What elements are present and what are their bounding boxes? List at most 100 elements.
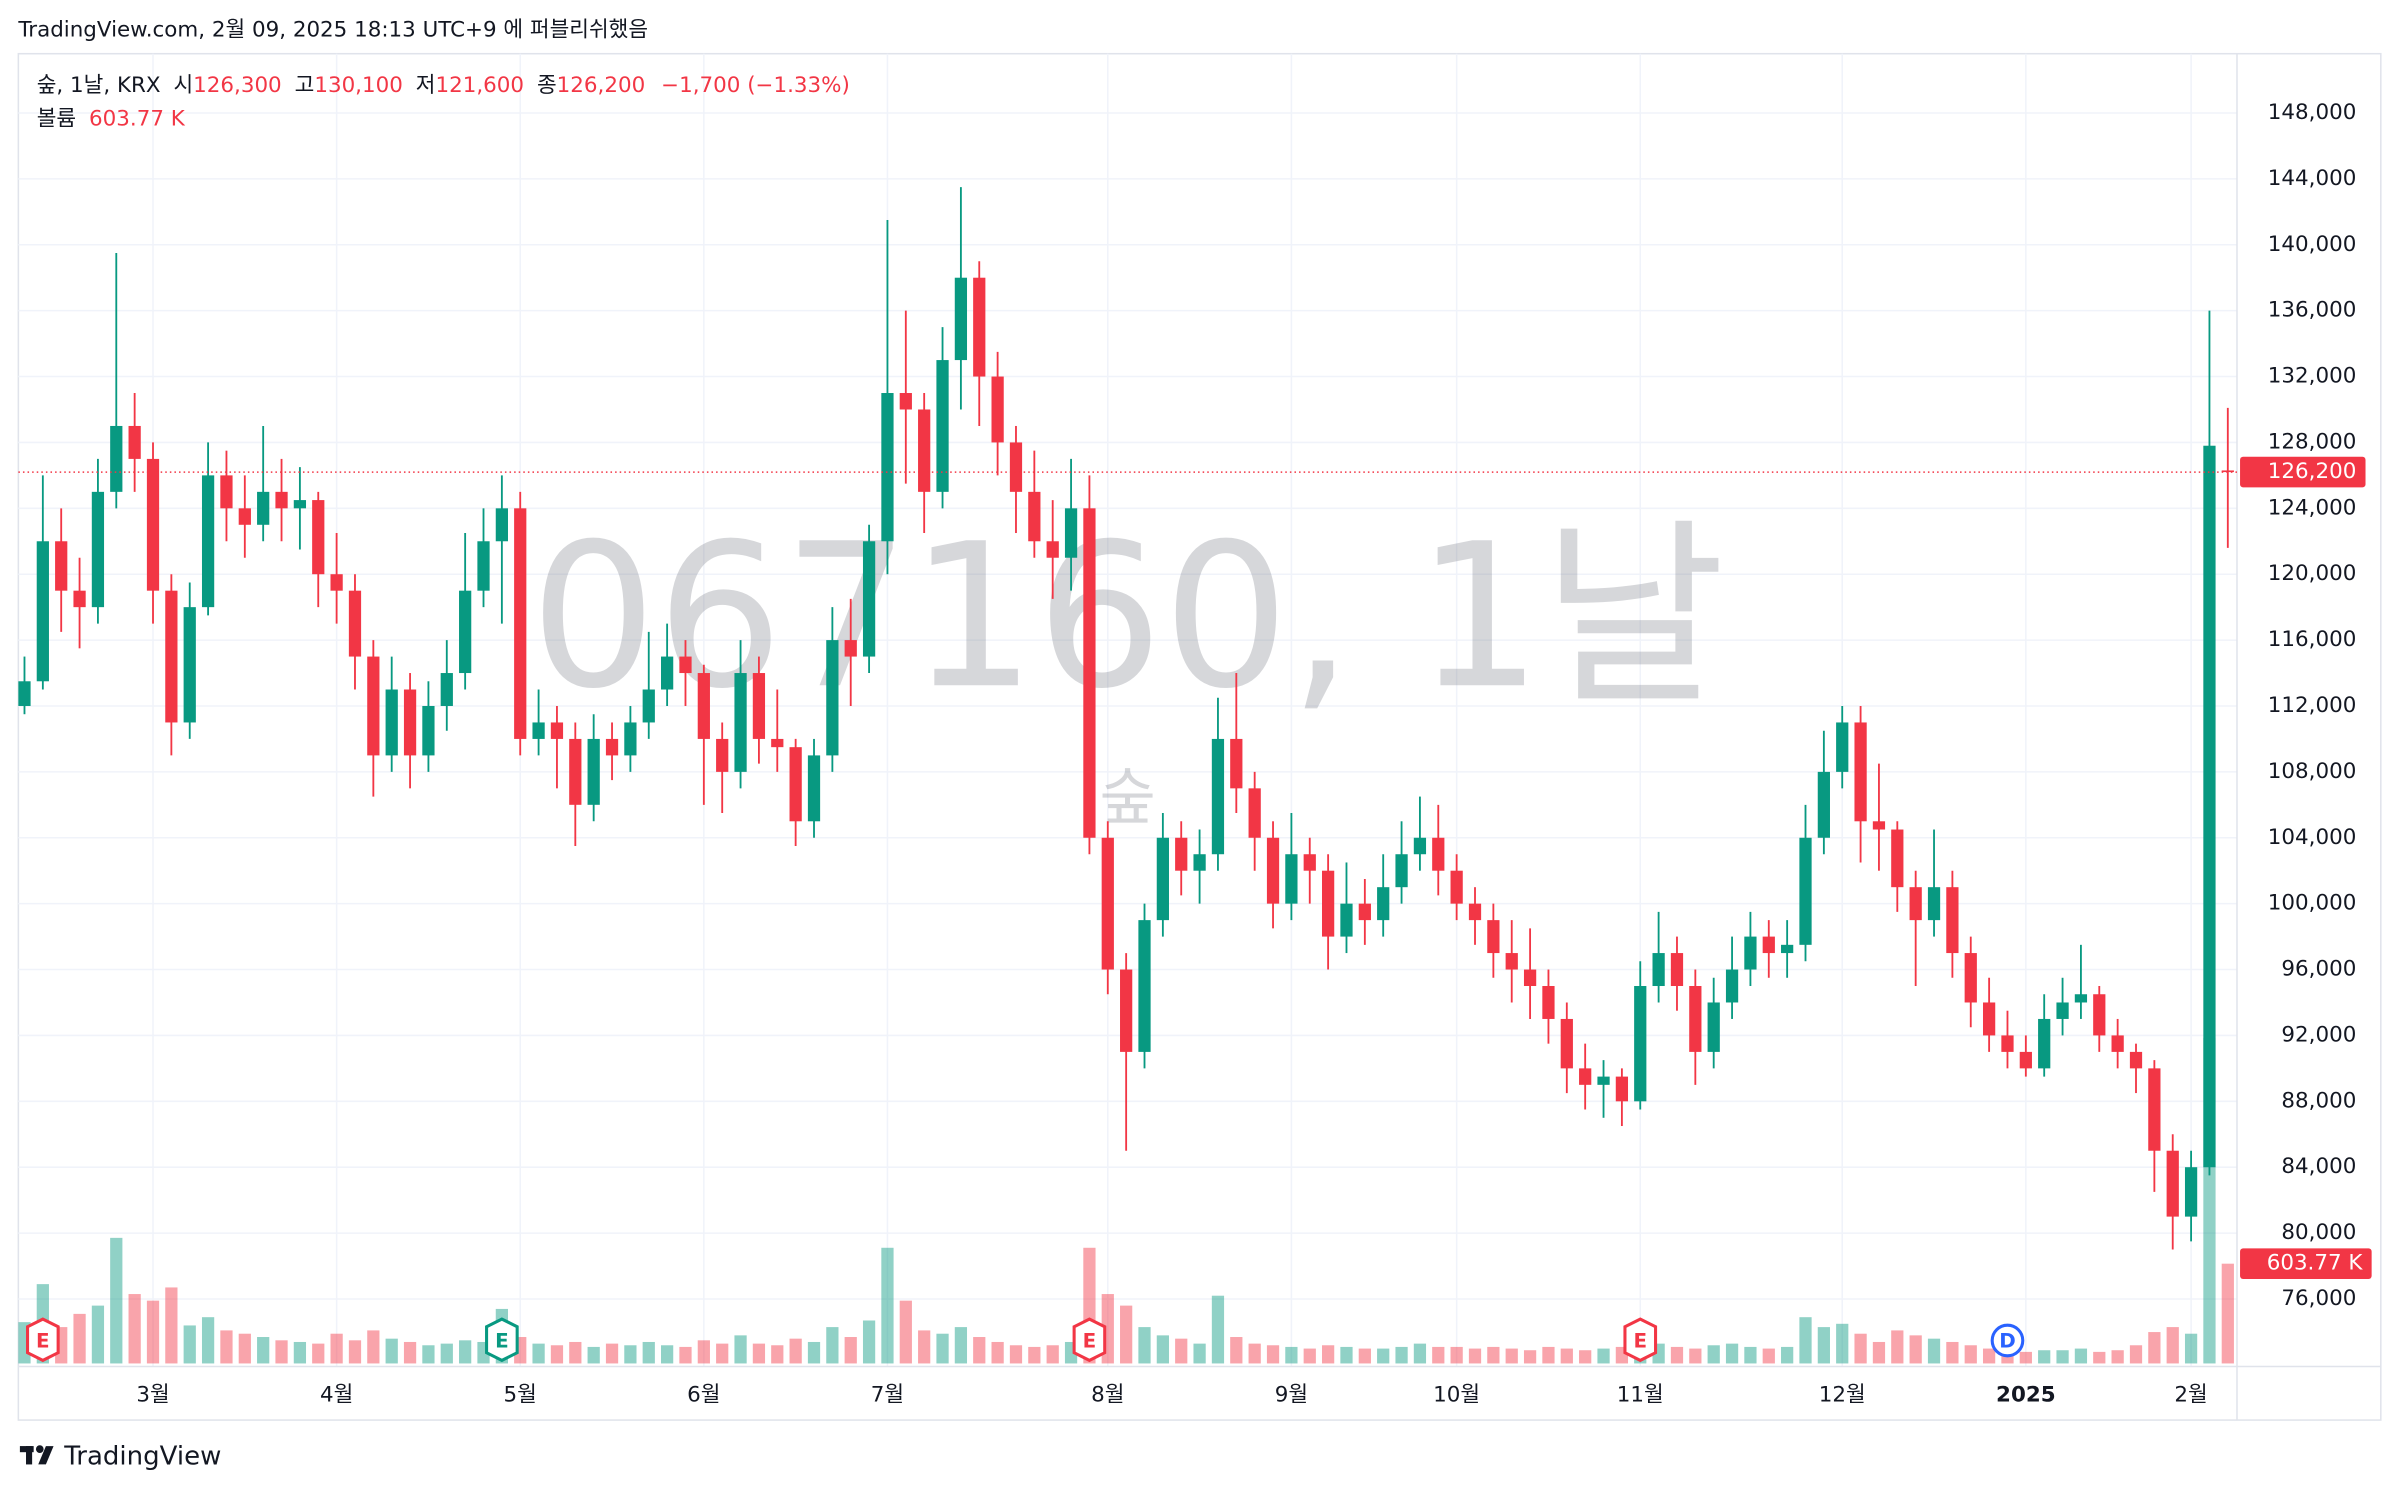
legend-ohlc: 숲, 1날, KRX 시126,300 고130,100 저121,600 종1… bbox=[37, 73, 850, 98]
volume-bar bbox=[73, 1313, 86, 1364]
candle-body bbox=[1211, 738, 1225, 855]
volume-bar bbox=[807, 1341, 821, 1364]
candle-body bbox=[1634, 986, 1647, 1102]
candle-body bbox=[1982, 1002, 1996, 1036]
y-tick-label: 100,000 bbox=[2268, 891, 2357, 916]
legend-open: 126,300 bbox=[193, 73, 282, 98]
volume-bar bbox=[110, 1237, 123, 1364]
candle-body bbox=[1193, 854, 1206, 871]
candle-body bbox=[844, 640, 857, 657]
volume-bar bbox=[1009, 1345, 1023, 1364]
candle-body bbox=[642, 689, 655, 723]
x-tick-label: 7월 bbox=[871, 1383, 904, 1408]
y-tick-label: 88,000 bbox=[2281, 1088, 2356, 1113]
volume-bar bbox=[165, 1287, 178, 1364]
volume-bar bbox=[1891, 1330, 1904, 1364]
candle-body bbox=[73, 590, 86, 608]
candle-body bbox=[1101, 837, 1114, 970]
candle-body bbox=[881, 393, 894, 542]
volume-bar bbox=[1560, 1348, 1573, 1364]
candle-body bbox=[1266, 837, 1280, 904]
candle-body bbox=[1120, 969, 1133, 1052]
volume-bar bbox=[1211, 1295, 1225, 1364]
candle-body bbox=[183, 607, 196, 723]
candle-body bbox=[2129, 1051, 2143, 1069]
candle-body bbox=[1652, 953, 1665, 987]
candle-body bbox=[1175, 837, 1188, 871]
event-label: D bbox=[1999, 1330, 2016, 1353]
watermark-sub: 숲 bbox=[1100, 763, 1156, 834]
candle-body bbox=[716, 738, 729, 772]
legend-low: 121,600 bbox=[436, 73, 525, 98]
volume-bar bbox=[1725, 1343, 1739, 1364]
candle-body bbox=[1762, 936, 1775, 954]
x-tick-label: 10월 bbox=[1433, 1383, 1480, 1408]
last-volume-label: 603.77 K bbox=[2267, 1251, 2364, 1276]
candle-body bbox=[2221, 470, 2234, 473]
volume-bar bbox=[771, 1345, 784, 1364]
logo-part bbox=[38, 1446, 54, 1465]
candle-body bbox=[238, 508, 251, 525]
volume-bar bbox=[1487, 1346, 1500, 1364]
candle-body bbox=[110, 425, 123, 492]
volume-bar bbox=[2221, 1263, 2234, 1364]
candle-body bbox=[1285, 854, 1298, 904]
volume-bar bbox=[2129, 1345, 2143, 1364]
volume-bar bbox=[752, 1343, 766, 1364]
volume-bar bbox=[605, 1343, 619, 1364]
candle-body bbox=[1542, 986, 1555, 1019]
candle-body bbox=[330, 574, 343, 591]
event-marker bbox=[485, 1317, 519, 1363]
x-tick-label: 5월 bbox=[504, 1383, 537, 1408]
candles bbox=[18, 187, 2234, 1250]
candle-body bbox=[1597, 1076, 1610, 1085]
y-tick-label: 92,000 bbox=[2281, 1022, 2356, 1047]
x-tick-label: 3월 bbox=[136, 1383, 169, 1408]
volume-bar bbox=[1358, 1348, 1371, 1364]
event-label: E bbox=[1633, 1330, 1647, 1353]
volume-bar bbox=[569, 1341, 582, 1364]
volume-bar bbox=[1377, 1348, 1390, 1364]
candle-body bbox=[771, 738, 784, 748]
volume-bar bbox=[1303, 1348, 1316, 1364]
candle-body bbox=[2184, 1167, 2198, 1217]
legend-close: 126,200 bbox=[557, 73, 646, 98]
y-tick-label: 84,000 bbox=[2281, 1154, 2356, 1179]
volume-bar bbox=[2111, 1350, 2124, 1364]
last-price-tag bbox=[2240, 456, 2366, 488]
y-tick-label: 112,000 bbox=[2268, 693, 2357, 718]
y-tick-label: 132,000 bbox=[2268, 364, 2357, 389]
candle-body bbox=[991, 376, 1004, 443]
candle-body bbox=[2001, 1035, 2014, 1052]
candle-body bbox=[1781, 944, 1794, 954]
volume-bar bbox=[2166, 1327, 2179, 1364]
volume-bar bbox=[2056, 1350, 2069, 1364]
candle-body bbox=[569, 738, 582, 805]
legend-high-label: 고 bbox=[295, 73, 315, 98]
volume-bar bbox=[826, 1327, 839, 1364]
x-tick-label: 2025 bbox=[1996, 1383, 2056, 1408]
candle-body bbox=[2203, 445, 2216, 1168]
candle-body bbox=[1872, 821, 1886, 830]
volume-bar bbox=[1450, 1346, 1463, 1364]
volume-bar bbox=[881, 1247, 894, 1364]
volume-bar bbox=[1175, 1338, 1188, 1364]
volume-bar bbox=[1193, 1343, 1206, 1364]
last-volume-tag bbox=[2240, 1248, 2372, 1279]
candle-body bbox=[1909, 887, 1922, 921]
candle-body bbox=[367, 656, 380, 756]
logo-part bbox=[26, 1446, 33, 1465]
candle-body bbox=[1468, 903, 1482, 921]
candle-body bbox=[807, 755, 821, 822]
candle-body bbox=[477, 541, 490, 591]
y-tick-label: 120,000 bbox=[2268, 561, 2357, 586]
volume-bar bbox=[1028, 1346, 1041, 1364]
candle-body bbox=[1560, 1018, 1573, 1069]
volume-bar bbox=[679, 1346, 692, 1364]
volume-bar bbox=[2019, 1351, 2032, 1364]
volume-bar bbox=[1340, 1346, 1353, 1364]
candle-body bbox=[587, 738, 600, 805]
legend-close-label: 종 bbox=[537, 73, 557, 98]
volume-bar bbox=[238, 1333, 251, 1364]
